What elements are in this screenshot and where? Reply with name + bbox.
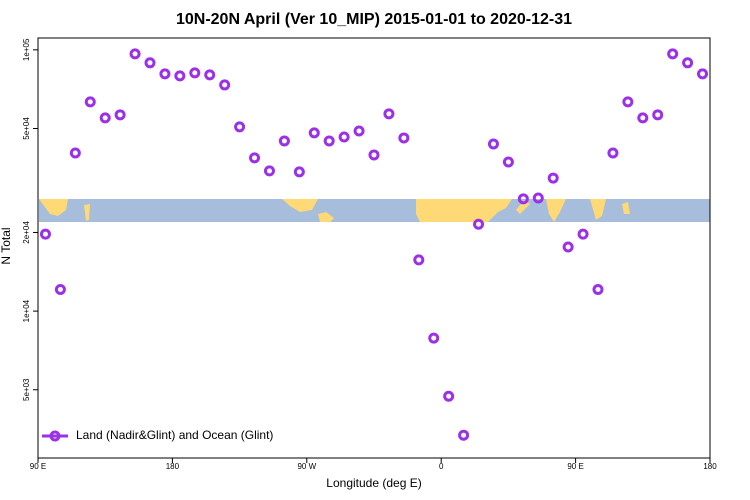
data-point <box>443 390 455 402</box>
data-point <box>353 125 365 137</box>
data-point <box>562 241 574 253</box>
data-point <box>69 147 81 159</box>
data-point <box>428 332 440 344</box>
data-point <box>637 112 649 124</box>
data-point <box>607 147 619 159</box>
data-point <box>278 135 290 147</box>
data-point <box>114 109 126 121</box>
x-tick-label: 180 <box>703 462 717 471</box>
data-point <box>368 149 380 161</box>
data-point <box>204 69 216 81</box>
data-point <box>323 135 335 147</box>
data-point <box>263 165 275 177</box>
y-tick-label: 5e+04 <box>22 117 31 140</box>
chart-title: 10N-20N April (Ver 10_MIP) 2015-01-01 to… <box>176 11 572 28</box>
legend-label: Land (Nadir&Glint) and Ocean (Glint) <box>76 428 273 442</box>
y-axis-label: N Total <box>0 227 13 264</box>
data-point <box>39 228 51 240</box>
y-tick-label: 1e+04 <box>22 299 31 322</box>
legend-marker <box>49 430 61 442</box>
data-point <box>249 152 261 164</box>
data-point <box>383 108 395 120</box>
data-point <box>413 254 425 266</box>
data-point <box>308 127 320 139</box>
data-point <box>473 218 485 230</box>
data-point <box>99 112 111 124</box>
data-point <box>144 57 156 69</box>
data-point <box>532 192 544 204</box>
y-tick-label: 5e+03 <box>22 378 31 401</box>
data-point <box>577 228 589 240</box>
x-tick-label: 180 <box>166 462 180 471</box>
x-tick-label: 90 W <box>297 462 316 471</box>
x-tick-label: 90 E <box>30 462 46 471</box>
data-point <box>547 172 559 184</box>
data-point <box>682 57 694 69</box>
x-tick-label: 0 <box>439 462 444 471</box>
data-point <box>667 48 679 60</box>
data-point <box>129 48 141 60</box>
data-point <box>338 131 350 143</box>
map-strip <box>39 199 710 222</box>
data-point <box>54 283 66 295</box>
y-tick-label: 1e+05 <box>22 38 31 61</box>
data-point <box>159 68 171 80</box>
data-point <box>622 96 634 108</box>
data-point <box>652 109 664 121</box>
data-point <box>174 70 186 82</box>
data-point <box>234 121 246 133</box>
data-point <box>293 166 305 178</box>
data-point <box>487 138 499 150</box>
data-point <box>219 79 231 91</box>
x-tick-label: 90 E <box>567 462 583 471</box>
data-point <box>502 156 514 168</box>
data-point <box>398 132 410 144</box>
data-point <box>592 283 604 295</box>
x-axis-label: Longitude (deg E) <box>326 476 421 490</box>
data-point <box>189 67 201 79</box>
data-point <box>697 68 709 80</box>
data-point <box>84 96 96 108</box>
plot-frame <box>37 37 711 459</box>
legend: Land (Nadir&Glint) and Ocean (Glint) <box>42 428 273 442</box>
data-point <box>458 429 470 441</box>
data-point <box>517 193 529 205</box>
y-tick-label: 2e+04 <box>22 221 31 244</box>
